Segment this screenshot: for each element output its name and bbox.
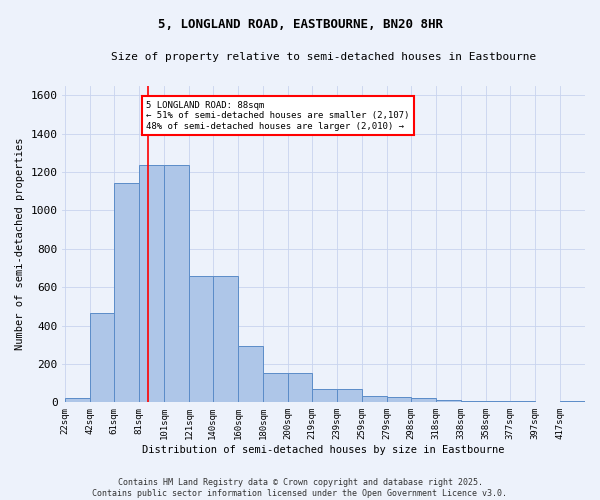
Title: Size of property relative to semi-detached houses in Eastbourne: Size of property relative to semi-detach… bbox=[111, 52, 536, 62]
Bar bbox=[65, 398, 90, 402]
Bar bbox=[560, 401, 585, 402]
Text: 5 LONGLAND ROAD: 88sqm
← 51% of semi-detached houses are smaller (2,107)
48% of : 5 LONGLAND ROAD: 88sqm ← 51% of semi-det… bbox=[146, 101, 410, 130]
Bar bbox=[362, 396, 387, 402]
Y-axis label: Number of semi-detached properties: Number of semi-detached properties bbox=[15, 138, 25, 350]
Bar bbox=[288, 372, 312, 402]
Text: Contains HM Land Registry data © Crown copyright and database right 2025.
Contai: Contains HM Land Registry data © Crown c… bbox=[92, 478, 508, 498]
Bar bbox=[164, 165, 189, 402]
Bar bbox=[411, 398, 436, 402]
Bar bbox=[312, 389, 337, 402]
Bar bbox=[213, 276, 238, 402]
Bar bbox=[238, 346, 263, 403]
Bar bbox=[90, 313, 114, 402]
Bar bbox=[461, 401, 486, 402]
Bar bbox=[189, 276, 213, 402]
Bar bbox=[263, 372, 288, 402]
Text: 5, LONGLAND ROAD, EASTBOURNE, BN20 8HR: 5, LONGLAND ROAD, EASTBOURNE, BN20 8HR bbox=[157, 18, 443, 30]
Bar bbox=[486, 401, 510, 402]
Bar bbox=[387, 396, 411, 402]
Bar bbox=[337, 389, 362, 402]
X-axis label: Distribution of semi-detached houses by size in Eastbourne: Distribution of semi-detached houses by … bbox=[142, 445, 505, 455]
Bar bbox=[114, 184, 139, 402]
Bar bbox=[436, 400, 461, 402]
Bar bbox=[139, 165, 164, 402]
